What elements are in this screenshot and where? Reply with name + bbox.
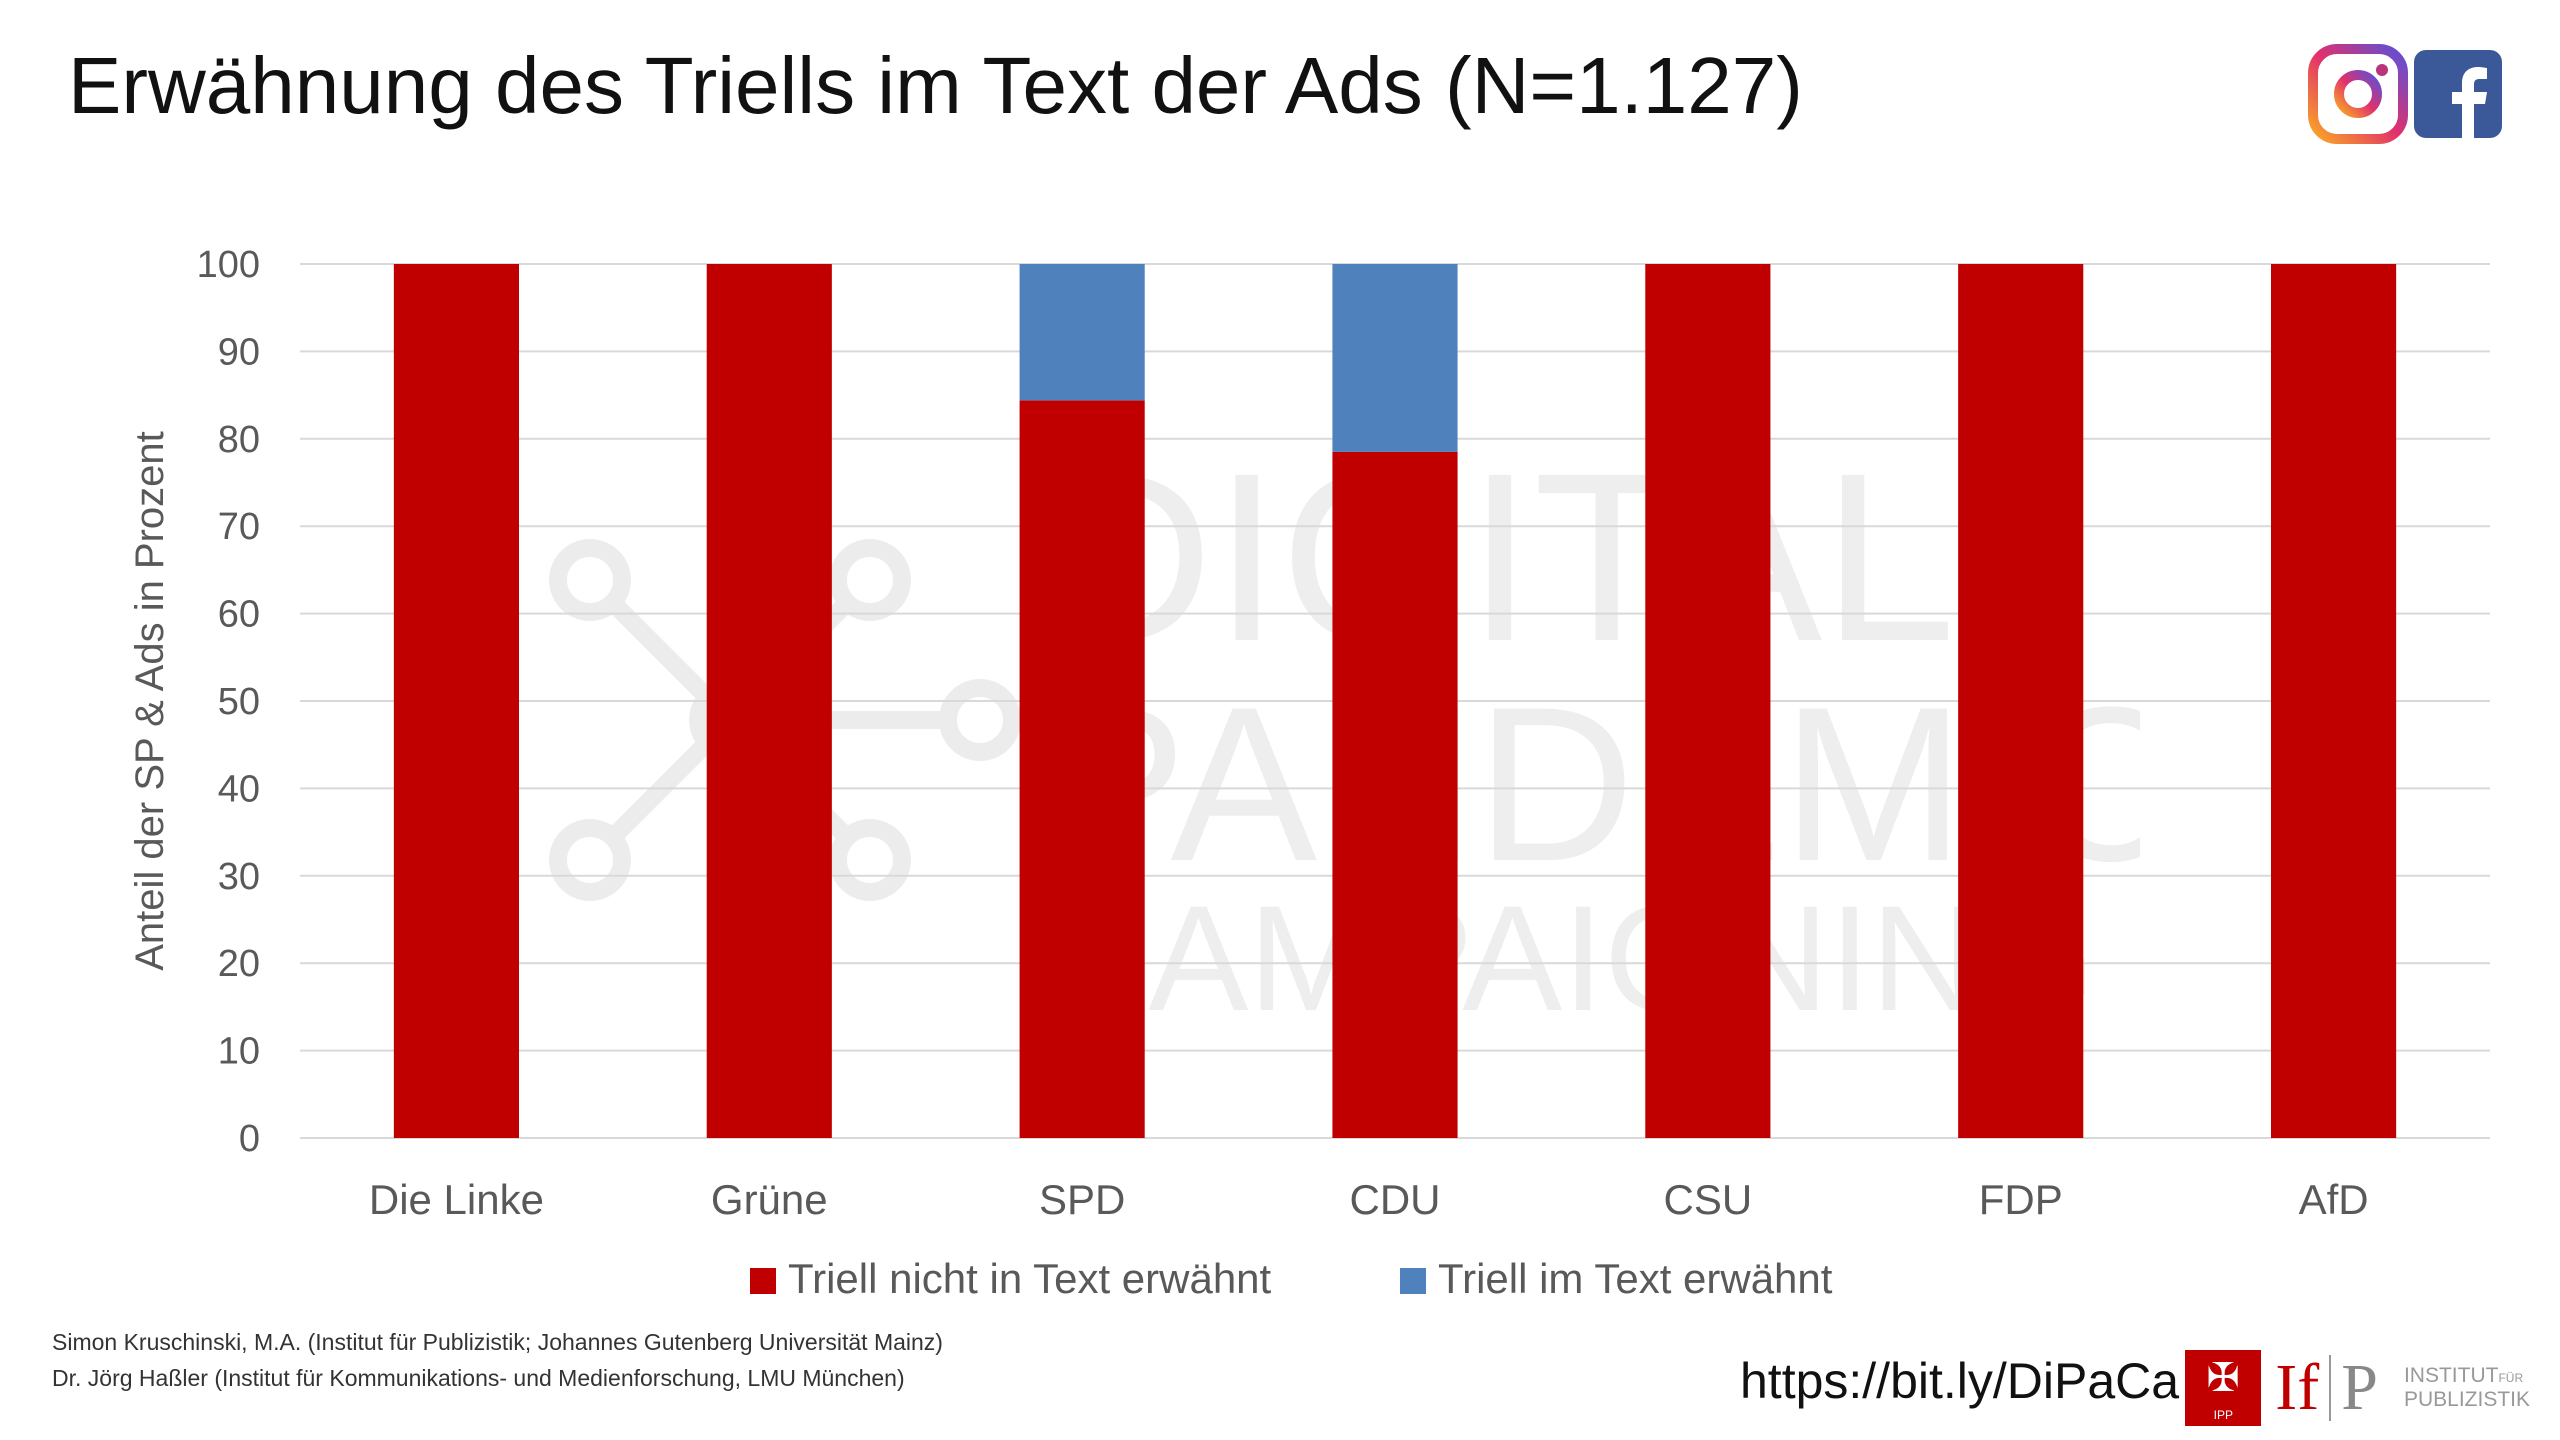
legend-label: Triell nicht in Text erwähnt bbox=[788, 1255, 1272, 1302]
stacked-bar-chart: 0 10 20 30 40 50 60 70 80 90 100 Anteil der SP & Ad… bbox=[128, 244, 2490, 1302]
facebook-icon bbox=[2414, 50, 2502, 138]
x-tick-label: SPD bbox=[1039, 1176, 1125, 1223]
y-tick-label: 20 bbox=[218, 943, 260, 985]
y-tick-label: 80 bbox=[218, 419, 260, 461]
bar-segment bbox=[706, 264, 832, 1138]
bar-segment bbox=[1332, 451, 1458, 1138]
x-tick-label: FDP bbox=[1979, 1176, 2063, 1223]
bar-segment bbox=[1019, 264, 1145, 401]
institut-fuer-publizistik-label: INSTITUTFÜR PUBLIZISTIK bbox=[2403, 1364, 2530, 1411]
y-tick-label: 60 bbox=[218, 594, 260, 636]
bar-segment bbox=[1958, 264, 2084, 1138]
institution-logos: ✠ IPP If P INSTITUTFÜR PUBLIZISTIK bbox=[2185, 1350, 2530, 1426]
bar-segment bbox=[1019, 400, 1145, 1138]
bar-segment bbox=[1645, 264, 1771, 1138]
y-tick-label: 30 bbox=[218, 856, 260, 898]
y-tick-label: 90 bbox=[218, 331, 260, 373]
y-tick-label: 0 bbox=[239, 1118, 260, 1160]
ipp-cross-icon: ✠ bbox=[2206, 1356, 2241, 1400]
y-axis-label: Anteil der SP & Ads in Prozent bbox=[128, 431, 172, 971]
x-tick-label: Die Linke bbox=[369, 1176, 544, 1223]
bar-segment bbox=[2271, 264, 2397, 1138]
legend-label: Triell im Text erwähnt bbox=[1438, 1255, 1833, 1302]
x-tick-label: Grüne bbox=[711, 1176, 828, 1223]
legend-swatch bbox=[750, 1268, 776, 1294]
ipp-logo: ✠ IPP bbox=[2185, 1350, 2262, 1426]
social-icons bbox=[2308, 44, 2502, 144]
y-tick-label: 50 bbox=[218, 681, 260, 723]
ifp-logo: If P bbox=[2275, 1351, 2378, 1424]
x-tick-label: CDU bbox=[1350, 1176, 1441, 1223]
y-tick-label: 10 bbox=[218, 1031, 260, 1073]
bar-segment bbox=[393, 264, 519, 1138]
x-tick-label: AfD bbox=[2299, 1176, 2369, 1223]
footer-credits: Simon Kruschinski, M.A. (Institut für Pu… bbox=[52, 1324, 943, 1396]
chart-title: Erwähnung des Triells im Text der Ads (N… bbox=[68, 41, 1803, 130]
bar-segment bbox=[1332, 264, 1458, 452]
y-tick-label: 70 bbox=[218, 506, 260, 548]
instagram-icon bbox=[2308, 44, 2408, 144]
author-credit-2: Dr. Jörg Haßler (Institut für Kommunikat… bbox=[52, 1365, 905, 1391]
y-tick-label: 40 bbox=[218, 768, 260, 810]
legend-swatch bbox=[1400, 1268, 1426, 1294]
y-tick-label: 100 bbox=[197, 244, 260, 286]
author-credit-1: Simon Kruschinski, M.A. (Institut für Pu… bbox=[52, 1329, 943, 1355]
project-url-link[interactable]: https://bit.ly/DiPaCa bbox=[1740, 1353, 2180, 1409]
x-tick-label: CSU bbox=[1664, 1176, 1753, 1223]
